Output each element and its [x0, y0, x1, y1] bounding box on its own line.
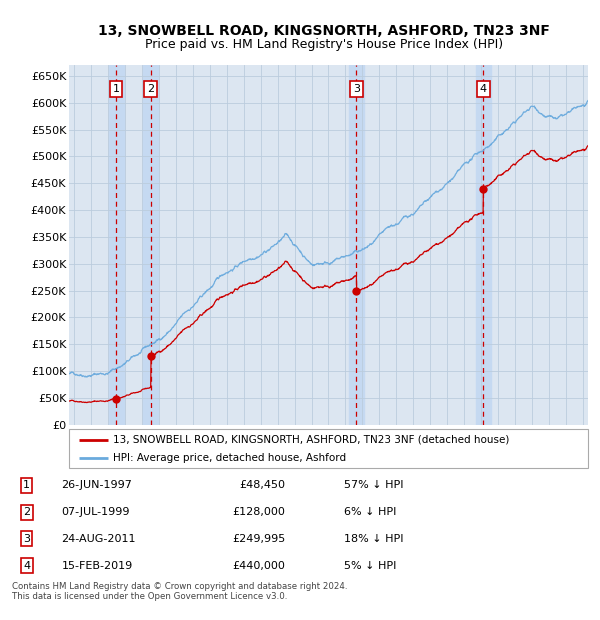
Bar: [349, 65, 364, 425]
Bar: [143, 65, 158, 425]
Text: £440,000: £440,000: [233, 560, 286, 571]
Text: 2: 2: [23, 507, 30, 517]
Text: 3: 3: [353, 84, 360, 94]
Text: 1: 1: [23, 480, 30, 490]
Text: Price paid vs. HM Land Registry's House Price Index (HPI): Price paid vs. HM Land Registry's House …: [145, 38, 503, 51]
Text: 2: 2: [147, 84, 154, 94]
Text: 57% ↓ HPI: 57% ↓ HPI: [344, 480, 403, 490]
Text: 1: 1: [113, 84, 119, 94]
Text: 4: 4: [479, 84, 487, 94]
FancyBboxPatch shape: [69, 429, 588, 468]
Text: Contains HM Land Registry data © Crown copyright and database right 2024.
This d: Contains HM Land Registry data © Crown c…: [12, 582, 347, 601]
Text: 15-FEB-2019: 15-FEB-2019: [61, 560, 133, 571]
Text: 3: 3: [23, 534, 30, 544]
Text: 24-AUG-2011: 24-AUG-2011: [61, 534, 136, 544]
Text: £128,000: £128,000: [233, 507, 286, 517]
Bar: [109, 65, 124, 425]
Text: 4: 4: [23, 560, 30, 571]
Text: 26-JUN-1997: 26-JUN-1997: [61, 480, 133, 490]
Text: HPI: Average price, detached house, Ashford: HPI: Average price, detached house, Ashf…: [113, 453, 346, 463]
Text: 13, SNOWBELL ROAD, KINGSNORTH, ASHFORD, TN23 3NF (detached house): 13, SNOWBELL ROAD, KINGSNORTH, ASHFORD, …: [113, 435, 509, 445]
Bar: [476, 65, 491, 425]
Text: 18% ↓ HPI: 18% ↓ HPI: [344, 534, 403, 544]
Text: 07-JUL-1999: 07-JUL-1999: [61, 507, 130, 517]
Text: 5% ↓ HPI: 5% ↓ HPI: [344, 560, 396, 571]
Text: 13, SNOWBELL ROAD, KINGSNORTH, ASHFORD, TN23 3NF: 13, SNOWBELL ROAD, KINGSNORTH, ASHFORD, …: [98, 24, 550, 38]
Text: £48,450: £48,450: [239, 480, 286, 490]
Text: £249,995: £249,995: [232, 534, 286, 544]
Text: 6% ↓ HPI: 6% ↓ HPI: [344, 507, 396, 517]
